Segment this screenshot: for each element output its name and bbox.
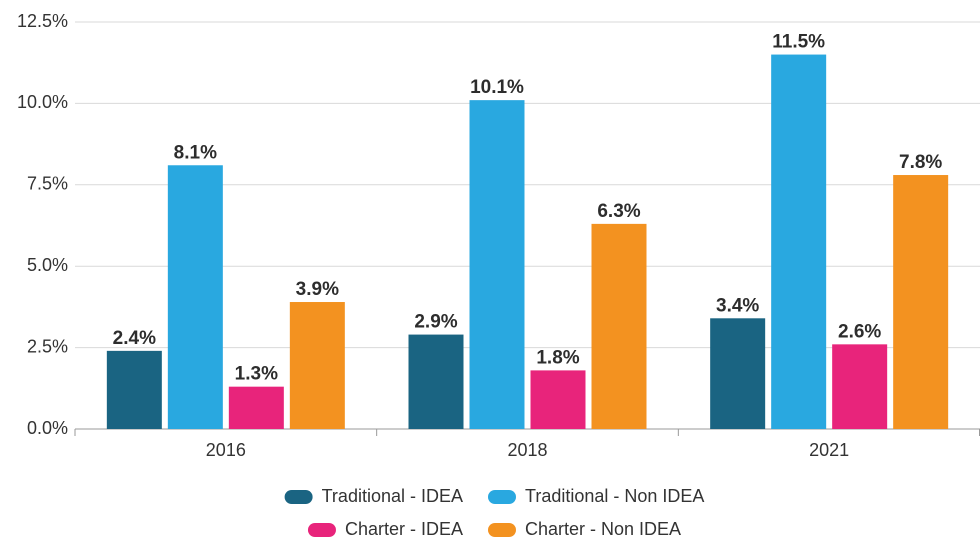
data-label: 11.5%: [772, 32, 825, 53]
legend-label: Traditional - Non IDEA: [525, 486, 704, 506]
bar: [893, 175, 949, 429]
bar: [771, 54, 827, 430]
data-label: 2.6%: [838, 321, 881, 342]
data-label: 7.8%: [899, 152, 942, 173]
bar: [469, 100, 525, 430]
data-label: 2.9%: [414, 312, 457, 333]
legend-swatch: [488, 523, 516, 537]
data-label: 10.1%: [470, 77, 524, 98]
legend-label: Traditional - IDEA: [322, 486, 463, 506]
bar: [289, 302, 345, 429]
data-label: 1.8%: [536, 347, 579, 368]
y-tick-label: 0.0%: [27, 418, 68, 438]
y-tick-label: 7.5%: [27, 174, 68, 194]
bar: [530, 370, 586, 429]
bar: [106, 350, 162, 429]
bar: [710, 318, 766, 429]
bar: [408, 334, 464, 429]
legend-label: Charter - Non IDEA: [525, 519, 681, 539]
y-tick-label: 12.5%: [17, 11, 68, 31]
x-tick-label: 2018: [507, 440, 547, 460]
bar: [228, 386, 284, 429]
data-label: 3.4%: [716, 295, 759, 316]
bar: [591, 223, 647, 429]
legend-label: Charter - IDEA: [345, 519, 463, 539]
y-tick-label: 10.0%: [17, 92, 68, 112]
bar: [832, 344, 888, 429]
legend-swatch: [284, 490, 313, 504]
data-label: 3.9%: [296, 279, 339, 300]
data-label: 8.1%: [174, 142, 217, 163]
data-label: 2.4%: [113, 328, 156, 349]
x-tick-label: 2016: [206, 440, 246, 460]
x-tick-label: 2021: [809, 440, 849, 460]
legend-swatch: [488, 490, 516, 504]
data-label: 1.3%: [235, 364, 278, 385]
legend-swatch: [307, 523, 336, 537]
data-label: 6.3%: [597, 201, 640, 222]
y-tick-label: 2.5%: [27, 336, 68, 356]
y-tick-label: 5.0%: [27, 255, 68, 275]
bar: [167, 165, 223, 429]
